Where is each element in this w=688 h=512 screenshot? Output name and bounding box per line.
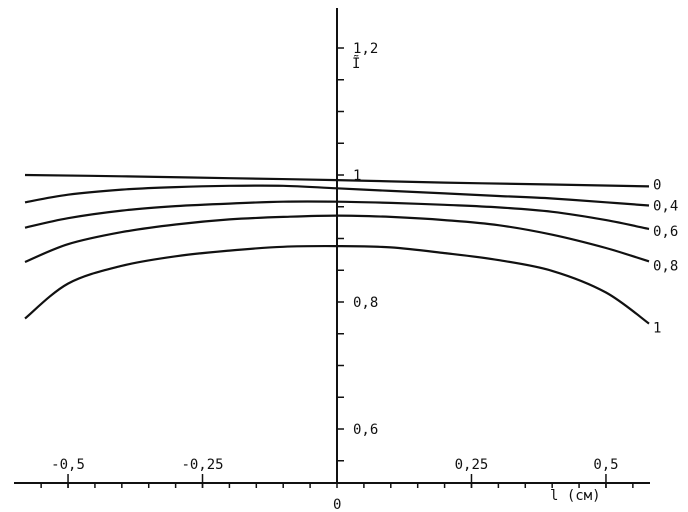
axes <box>14 8 650 488</box>
y-minor-ticks <box>337 47 344 462</box>
x-origin-label: 0 <box>333 497 341 512</box>
y-tick-label: 1 <box>353 168 361 184</box>
x-minor-ticks <box>40 474 634 488</box>
x-tick-label: -0,25 <box>181 457 223 473</box>
x-axis-label: l (см) <box>550 488 601 504</box>
series-label: 0,6 <box>653 224 678 240</box>
series-label: 0,4 <box>653 198 678 214</box>
y-axis-label: Ĩ <box>352 55 360 72</box>
y-tick-label: 1,2 <box>353 41 378 57</box>
y-tick-label: 0,6 <box>353 422 378 438</box>
tick-labels: -0,5 -0,25 0,25 0,5 0,6 0,8 1 1,2 <box>51 41 618 473</box>
series-label: 0 <box>653 177 661 193</box>
y-tick-label: 0,8 <box>353 295 378 311</box>
series-layer: 0 0,4 0,6 0,8 1 <box>24 173 678 337</box>
series-label: 0,8 <box>653 258 678 274</box>
x-tick-label: -0,5 <box>51 457 85 473</box>
x-tick-label: 0,5 <box>593 457 618 473</box>
x-tick-label: 0,25 <box>455 457 489 473</box>
series-label: 1 <box>653 321 661 337</box>
